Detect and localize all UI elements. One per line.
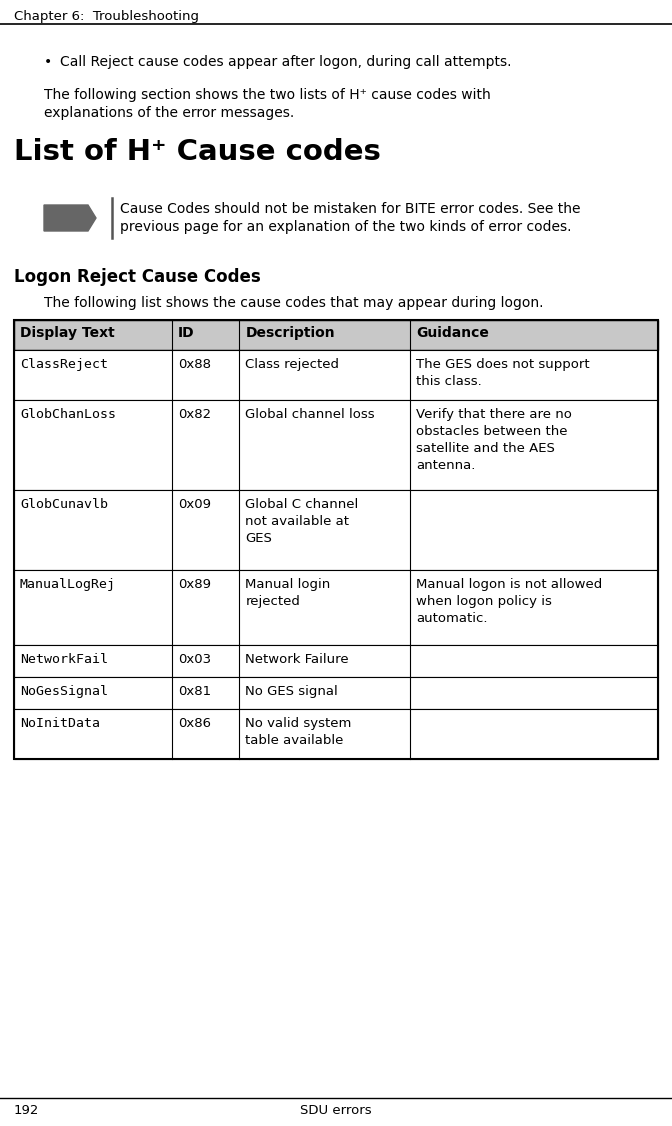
Text: Class rejected: Class rejected xyxy=(245,358,339,370)
Text: The following section shows the two lists of H⁺ cause codes with: The following section shows the two list… xyxy=(44,88,491,102)
Text: Chapter 6:  Troubleshooting: Chapter 6: Troubleshooting xyxy=(14,10,199,23)
FancyBboxPatch shape xyxy=(14,350,658,400)
Text: NoInitData: NoInitData xyxy=(20,717,100,730)
Text: No valid system
table available: No valid system table available xyxy=(245,717,351,747)
Text: Display Text: Display Text xyxy=(20,327,115,340)
Text: 0x89: 0x89 xyxy=(178,578,211,591)
Text: •: • xyxy=(44,55,52,69)
Text: NetworkFail: NetworkFail xyxy=(20,653,108,665)
Text: Logon Reject Cause Codes: Logon Reject Cause Codes xyxy=(14,268,261,286)
Text: The following list shows the cause codes that may appear during logon.: The following list shows the cause codes… xyxy=(44,296,544,310)
Text: 0x86: 0x86 xyxy=(178,717,211,730)
Text: explanations of the error messages.: explanations of the error messages. xyxy=(44,106,294,120)
Text: GlobCunavlb: GlobCunavlb xyxy=(20,498,108,511)
Text: ID: ID xyxy=(178,327,194,340)
Text: Description: Description xyxy=(245,327,335,340)
Text: 0x09: 0x09 xyxy=(178,498,211,511)
Text: 0x88: 0x88 xyxy=(178,358,211,370)
Text: 0x03: 0x03 xyxy=(178,653,211,665)
Text: List of H⁺ Cause codes: List of H⁺ Cause codes xyxy=(14,138,381,166)
Polygon shape xyxy=(44,205,96,231)
Text: NoGesSignal: NoGesSignal xyxy=(20,685,108,698)
Text: 192: 192 xyxy=(14,1103,40,1117)
FancyBboxPatch shape xyxy=(14,709,658,759)
Text: Note: Note xyxy=(51,213,81,223)
Text: 0x81: 0x81 xyxy=(178,685,211,698)
Text: previous page for an explanation of the two kinds of error codes.: previous page for an explanation of the … xyxy=(120,220,571,234)
Text: The GES does not support
this class.: The GES does not support this class. xyxy=(416,358,590,388)
Text: 0x82: 0x82 xyxy=(178,408,211,421)
FancyBboxPatch shape xyxy=(14,570,658,645)
Text: Network Failure: Network Failure xyxy=(245,653,349,665)
Text: Verify that there are no
obstacles between the
satellite and the AES
antenna.: Verify that there are no obstacles betwe… xyxy=(416,408,572,472)
FancyBboxPatch shape xyxy=(14,490,658,570)
Text: Cause Codes should not be mistaken for BITE error codes. See the: Cause Codes should not be mistaken for B… xyxy=(120,202,581,216)
Text: Manual logon is not allowed
when logon policy is
automatic.: Manual logon is not allowed when logon p… xyxy=(416,578,602,625)
Text: Guidance: Guidance xyxy=(416,327,489,340)
FancyBboxPatch shape xyxy=(14,645,658,677)
Text: SDU errors: SDU errors xyxy=(300,1103,372,1117)
Text: No GES signal: No GES signal xyxy=(245,685,338,698)
Text: Global C channel
not available at
GES: Global C channel not available at GES xyxy=(245,498,359,545)
Text: ClassReject: ClassReject xyxy=(20,358,108,370)
Text: GlobChanLoss: GlobChanLoss xyxy=(20,408,116,421)
FancyBboxPatch shape xyxy=(14,320,658,350)
Text: Manual login
rejected: Manual login rejected xyxy=(245,578,331,608)
Text: Global channel loss: Global channel loss xyxy=(245,408,375,421)
FancyBboxPatch shape xyxy=(14,400,658,490)
Text: Call Reject cause codes appear after logon, during call attempts.: Call Reject cause codes appear after log… xyxy=(60,55,511,69)
FancyBboxPatch shape xyxy=(14,677,658,709)
Text: ManualLogRej: ManualLogRej xyxy=(20,578,116,591)
